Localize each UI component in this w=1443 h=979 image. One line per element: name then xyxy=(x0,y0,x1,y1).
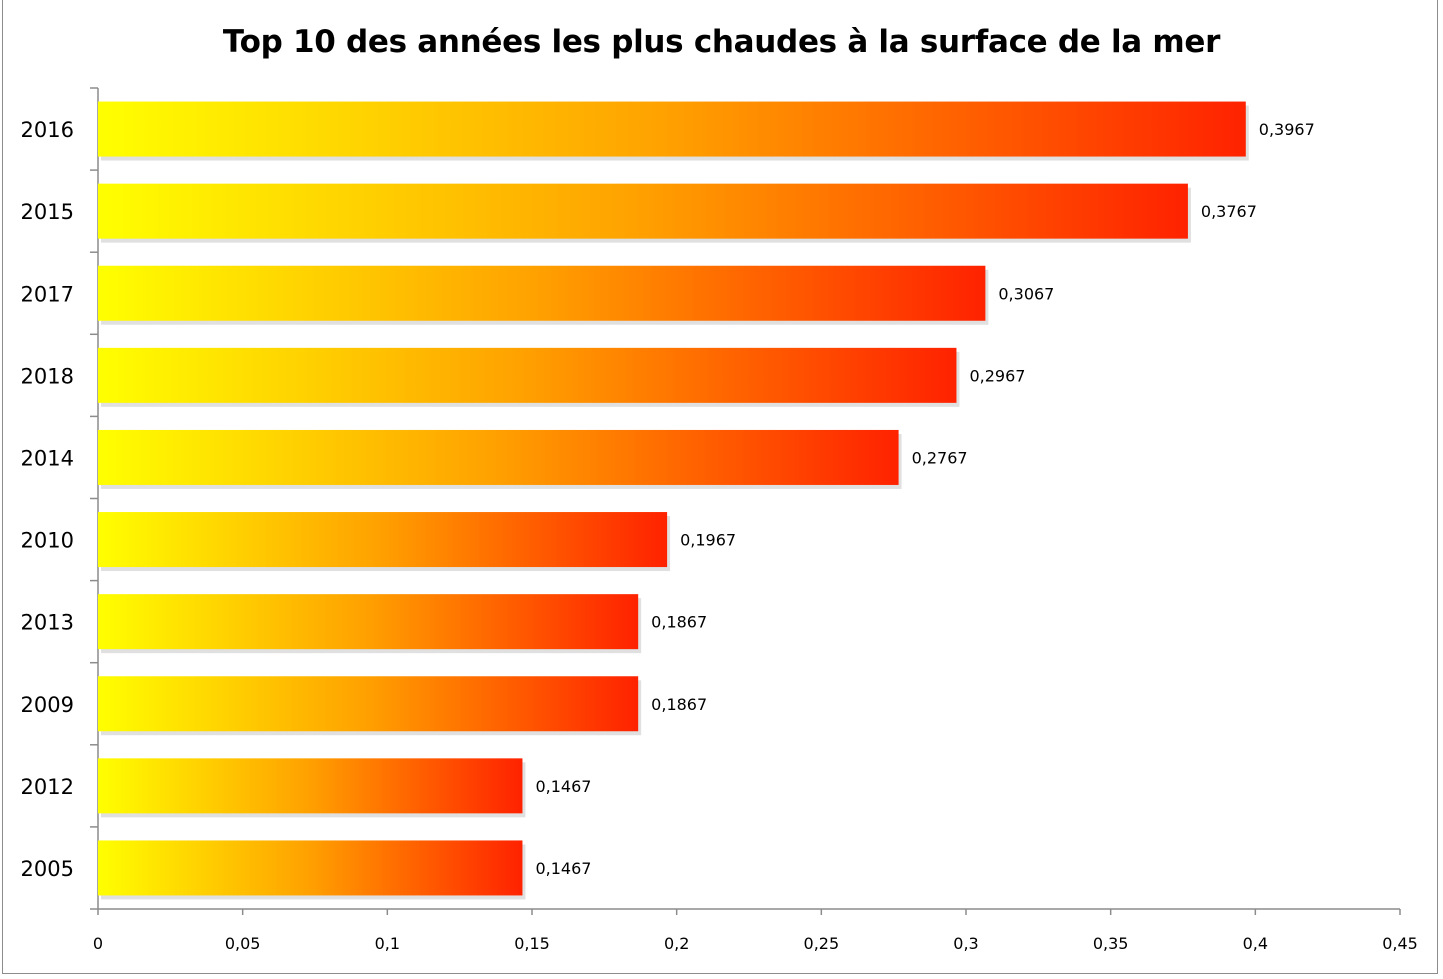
x-tick-label: 0,2 xyxy=(664,934,689,953)
bar-2009 xyxy=(98,676,639,732)
data-label: 0,1867 xyxy=(651,695,707,714)
bar-2016 xyxy=(98,101,1246,157)
x-tick-label: 0,35 xyxy=(1093,934,1129,953)
bar-2005 xyxy=(98,840,523,896)
data-label: 0,1467 xyxy=(535,777,591,796)
data-label: 0,3767 xyxy=(1201,202,1257,221)
y-tick-label: 2016 xyxy=(21,118,74,142)
x-tick-label: 0,1 xyxy=(375,934,400,953)
bar-2017 xyxy=(98,265,986,321)
bar-2014 xyxy=(98,429,899,485)
y-tick-label: 2013 xyxy=(21,611,74,635)
x-tick-label: 0,45 xyxy=(1382,934,1418,953)
x-tick-label: 0 xyxy=(93,934,103,953)
y-tick-label: 2018 xyxy=(21,364,74,388)
data-label: 0,1467 xyxy=(535,859,591,878)
data-label: 0,1967 xyxy=(680,531,736,550)
x-tick-label: 0,15 xyxy=(514,934,550,953)
x-tick-label: 0,4 xyxy=(1243,934,1268,953)
data-label: 0,3967 xyxy=(1259,120,1315,139)
y-tick-label: 2005 xyxy=(21,857,74,881)
bar-2010 xyxy=(98,512,668,568)
x-tick-label: 0,25 xyxy=(804,934,840,953)
data-label: 0,2767 xyxy=(912,448,968,467)
data-label: 0,1867 xyxy=(651,613,707,632)
bar-2018 xyxy=(98,347,957,403)
chart-title: Top 10 des années les plus chaudes à la … xyxy=(222,24,1221,60)
x-tick-label: 0,05 xyxy=(225,934,261,953)
x-tick-label: 0,3 xyxy=(953,934,978,953)
bar-2015 xyxy=(98,183,1188,239)
data-label: 0,2967 xyxy=(969,366,1025,385)
y-tick-label: 2012 xyxy=(21,775,74,799)
y-tick-label: 2015 xyxy=(21,200,74,224)
y-tick-label: 2010 xyxy=(21,529,74,553)
bar-2013 xyxy=(98,594,639,650)
bar-2012 xyxy=(98,758,523,814)
data-label: 0,3067 xyxy=(998,284,1054,303)
y-tick-label: 2009 xyxy=(21,693,74,717)
y-tick-label: 2017 xyxy=(21,282,74,306)
y-tick-label: 2014 xyxy=(21,446,74,470)
